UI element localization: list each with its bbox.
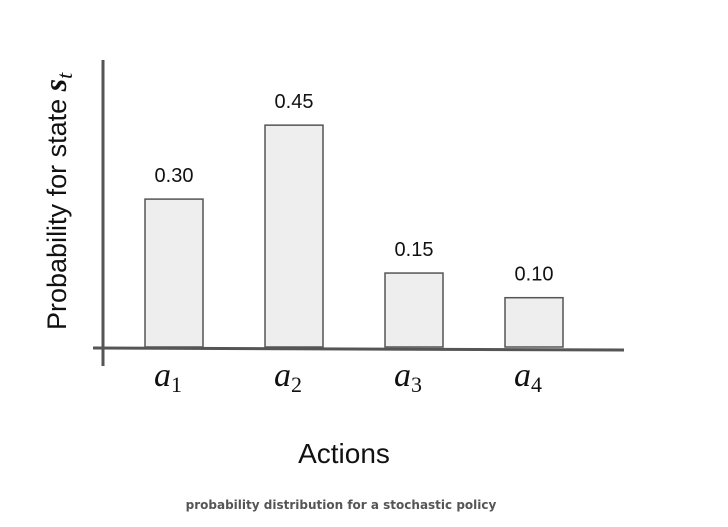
y-axis-label-subscript: t [52, 72, 77, 79]
x-axis-label: Actions [298, 438, 390, 469]
x-tick-label: a4 [514, 357, 542, 397]
x-axis [92, 346, 625, 352]
bar-value-label: 0.30 [155, 165, 194, 187]
bar-value-label: 0.45 [275, 91, 314, 113]
figure-caption: probability distribution for a stochasti… [185, 498, 497, 512]
bar-value-label: 0.10 [515, 264, 554, 286]
bar-chart: 0.30 0.45 0.15 0.10 a1 a2 a3 a4 Actions Probab… [37, 60, 625, 469]
x-tick-label: a1 [154, 357, 182, 397]
x-tick-label: a3 [394, 357, 422, 397]
y-axis-label-symbol: s [37, 79, 73, 92]
bar-a2 [264, 124, 324, 348]
bar-value-label: 0.15 [395, 239, 434, 261]
x-tick-label: a2 [274, 357, 302, 397]
y-axis-label: Probability for state st [37, 72, 77, 330]
bar-a3 [384, 272, 444, 348]
bar-a4 [504, 296, 564, 348]
value-labels-group: 0.30 0.45 0.15 0.10 [155, 91, 554, 286]
y-axis-label-text: Probability for state [42, 91, 72, 330]
x-tick-labels-group: a1 a2 a3 a4 [154, 357, 542, 397]
bar-a1 [144, 198, 204, 348]
bars-group [144, 124, 564, 348]
